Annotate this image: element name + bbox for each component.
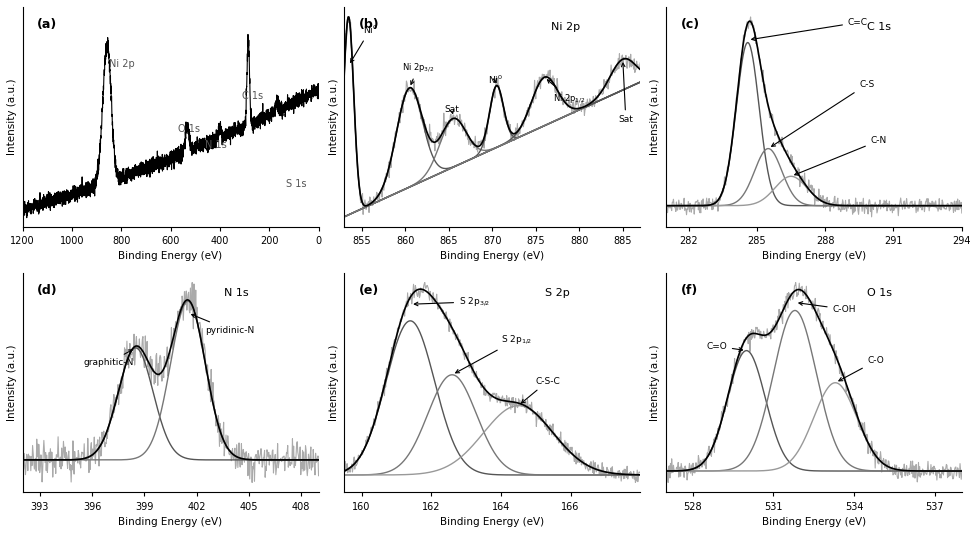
Text: (f): (f)	[680, 284, 697, 296]
X-axis label: Binding Energy (eV): Binding Energy (eV)	[761, 517, 865, 527]
Text: C-N: C-N	[794, 136, 886, 175]
Text: Ni 2p$_{3/2}$: Ni 2p$_{3/2}$	[402, 61, 434, 84]
Text: C 1s: C 1s	[867, 22, 890, 33]
Text: Ni 2p: Ni 2p	[108, 59, 135, 69]
Text: (b): (b)	[359, 18, 379, 31]
Y-axis label: Intensity (a.u.): Intensity (a.u.)	[7, 344, 17, 421]
Text: C 1s: C 1s	[242, 91, 263, 100]
X-axis label: Binding Energy (eV): Binding Energy (eV)	[118, 517, 223, 527]
X-axis label: Binding Energy (eV): Binding Energy (eV)	[440, 517, 543, 527]
Text: C=O: C=O	[705, 342, 742, 351]
Text: Sat: Sat	[444, 105, 458, 114]
Y-axis label: Intensity (a.u.): Intensity (a.u.)	[650, 78, 659, 155]
Text: Ni 2p$_{1/2}$: Ni 2p$_{1/2}$	[547, 80, 585, 105]
Text: Ni$^0$: Ni$^0$	[488, 74, 502, 87]
Y-axis label: Intensity (a.u.): Intensity (a.u.)	[650, 344, 659, 421]
X-axis label: Binding Energy (eV): Binding Energy (eV)	[118, 252, 223, 262]
Text: graphitic-N: graphitic-N	[83, 350, 134, 367]
Text: C-OH: C-OH	[798, 302, 855, 313]
Text: N 1s: N 1s	[205, 140, 227, 150]
X-axis label: Binding Energy (eV): Binding Energy (eV)	[761, 252, 865, 262]
Text: C=C: C=C	[751, 18, 867, 41]
Y-axis label: Intensity (a.u.): Intensity (a.u.)	[7, 78, 17, 155]
Text: O 1s: O 1s	[178, 123, 199, 134]
Y-axis label: Intensity (a.u.): Intensity (a.u.)	[328, 344, 338, 421]
Text: Sat: Sat	[617, 63, 633, 124]
Text: (c): (c)	[680, 18, 699, 31]
Text: C-S: C-S	[771, 80, 873, 146]
Text: (a): (a)	[37, 18, 58, 31]
Text: S 2p: S 2p	[545, 288, 570, 298]
Y-axis label: Intensity (a.u.): Intensity (a.u.)	[328, 78, 338, 155]
Text: C-O: C-O	[838, 356, 883, 381]
Text: O 1s: O 1s	[867, 288, 891, 298]
Text: (d): (d)	[37, 284, 58, 296]
X-axis label: Binding Energy (eV): Binding Energy (eV)	[440, 252, 543, 262]
Text: Ni$^0$: Ni$^0$	[350, 23, 377, 62]
Text: pyridinic-N: pyridinic-N	[191, 314, 254, 335]
Text: S 2p$_{3/2}$: S 2p$_{3/2}$	[414, 295, 489, 308]
Text: (e): (e)	[359, 284, 379, 296]
Text: N 1s: N 1s	[224, 288, 248, 298]
Text: S 1s: S 1s	[286, 178, 307, 189]
Text: C-S-C: C-S-C	[521, 376, 560, 403]
Text: Ni 2p: Ni 2p	[551, 22, 580, 33]
Text: S 2p$_{1/2}$: S 2p$_{1/2}$	[455, 333, 531, 373]
